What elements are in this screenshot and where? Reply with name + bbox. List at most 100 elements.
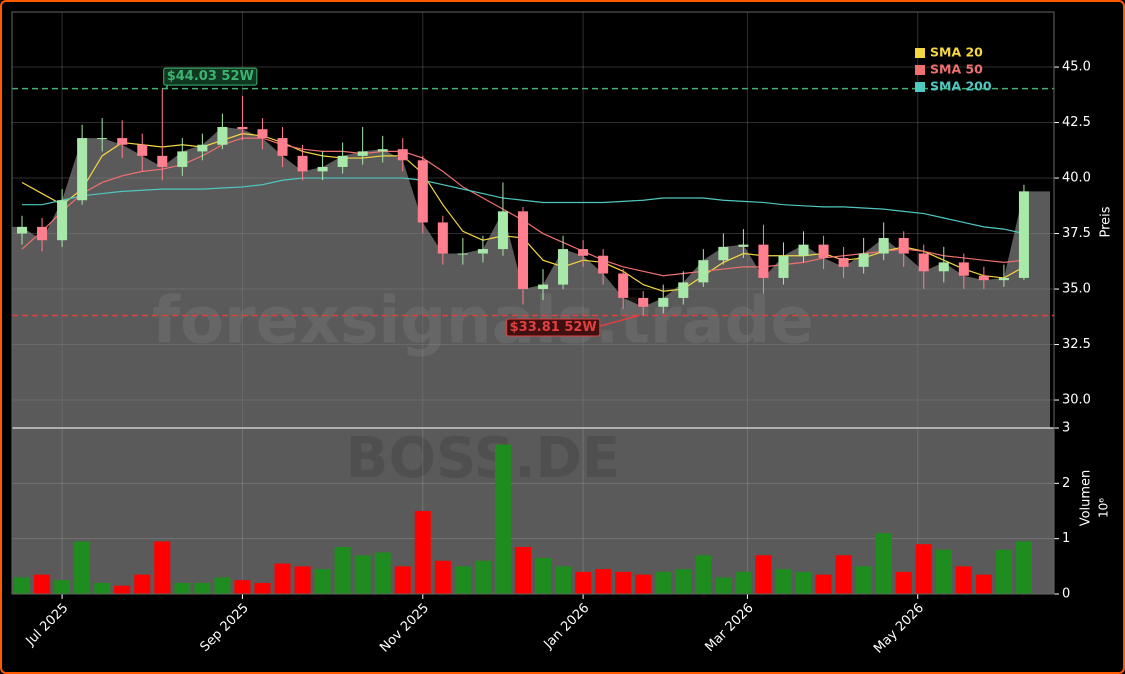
y-tick-label: 0 [1062,587,1070,602]
candle-body [297,155,308,172]
candle-body [678,282,689,298]
candle-body [337,155,348,167]
volume-bar [94,582,111,594]
candle-body [437,222,448,254]
volume-bar [895,571,912,594]
x-tick-label: May 2026 [871,601,927,657]
candle-body [698,260,709,283]
y-tick-label: 37.5 [1062,226,1091,241]
candle-body [517,211,528,290]
annotation-label: $44.03 52W [167,69,254,84]
volume-bar [795,571,812,594]
volume-bar [334,546,351,594]
legend-label: SMA 20 [930,45,983,60]
volume-bar [434,560,451,594]
volume-bar [735,571,752,594]
candle-body [958,262,969,276]
y-tick-label: 42.5 [1062,115,1091,130]
candle-body [838,257,849,267]
candle-body [718,246,729,261]
legend-swatch [915,48,925,58]
volume-bar [354,555,371,594]
volume-bar [995,549,1012,594]
volume-bar [314,569,331,594]
y-tick-label: 3 [1062,421,1070,436]
candle-body [978,275,989,281]
candle-body [818,244,829,258]
volume-bar [154,541,171,594]
candle-body [638,297,649,307]
volume-bar [174,582,191,594]
y-tick-label: 40.0 [1062,171,1091,186]
y-axis-label: Preis [1099,206,1114,237]
y-tick-label: 2 [1062,476,1070,491]
volume-bar [975,574,992,594]
volume-bar [14,577,31,594]
candle-body [117,138,128,145]
candle-body [618,273,629,298]
candle-body [77,138,88,201]
volume-bar [134,574,151,594]
volume-bar [374,552,391,594]
x-tick-label: Jan 2026 [541,601,593,653]
candle-body [277,138,288,156]
candle-body [598,255,609,274]
volume-bar [615,571,632,594]
volume-bar [835,555,852,594]
legend-swatch [915,65,925,75]
volume-bar [935,549,952,594]
candle-body [918,253,929,272]
volume-bar [815,574,832,594]
candle-body [57,200,68,241]
candle-body [157,155,168,167]
volume-bar [855,566,872,594]
plot-border [11,11,1055,595]
volume-bar [775,569,792,594]
y-tick-label: 32.5 [1062,337,1091,352]
volume-bar [555,566,572,594]
price-area [12,126,1050,429]
volume-bar [955,566,972,594]
volume-bar [74,541,91,594]
candle-body [217,126,228,145]
annotation-label: $33.81 52W [510,320,597,335]
volume-bar [114,585,131,594]
candle-body [17,226,28,234]
x-tick-label: Mar 2026 [702,601,756,655]
annotation-arrow [595,314,640,329]
x-tick-label: Jul 2025 [23,601,72,650]
volume-bar [494,444,511,594]
watermark: BOSS.DE [346,426,620,491]
candle-body [538,284,549,290]
candle-body [578,249,589,256]
candle-body [497,211,508,250]
candle-body [257,129,268,139]
legend-label: SMA 200 [930,79,992,94]
y-tick-label: 45.0 [1062,60,1091,75]
volume-bar [595,569,612,594]
candle-body [898,237,909,254]
x-tick-label: Nov 2025 [377,601,432,656]
candle-body [377,149,388,152]
volume-bar [194,582,211,594]
volume-bar [234,580,251,594]
candle-body [758,244,769,278]
x-tick-label: Sep 2025 [197,601,251,655]
candle-body [878,237,889,254]
candle-body [37,226,48,241]
volume-bar [474,560,491,594]
volume-bar [1015,541,1032,594]
candle-body [317,166,328,172]
volume-bar [394,566,411,594]
volume-bar [915,544,932,594]
candle-body [558,249,569,285]
y-tick-label: 1 [1062,531,1070,546]
volume-bar [655,571,672,594]
candle-body [357,151,368,156]
candle-body [1018,191,1029,278]
candle-body [397,149,408,161]
legend-label: SMA 50 [930,62,983,77]
volume-bar [535,558,552,594]
